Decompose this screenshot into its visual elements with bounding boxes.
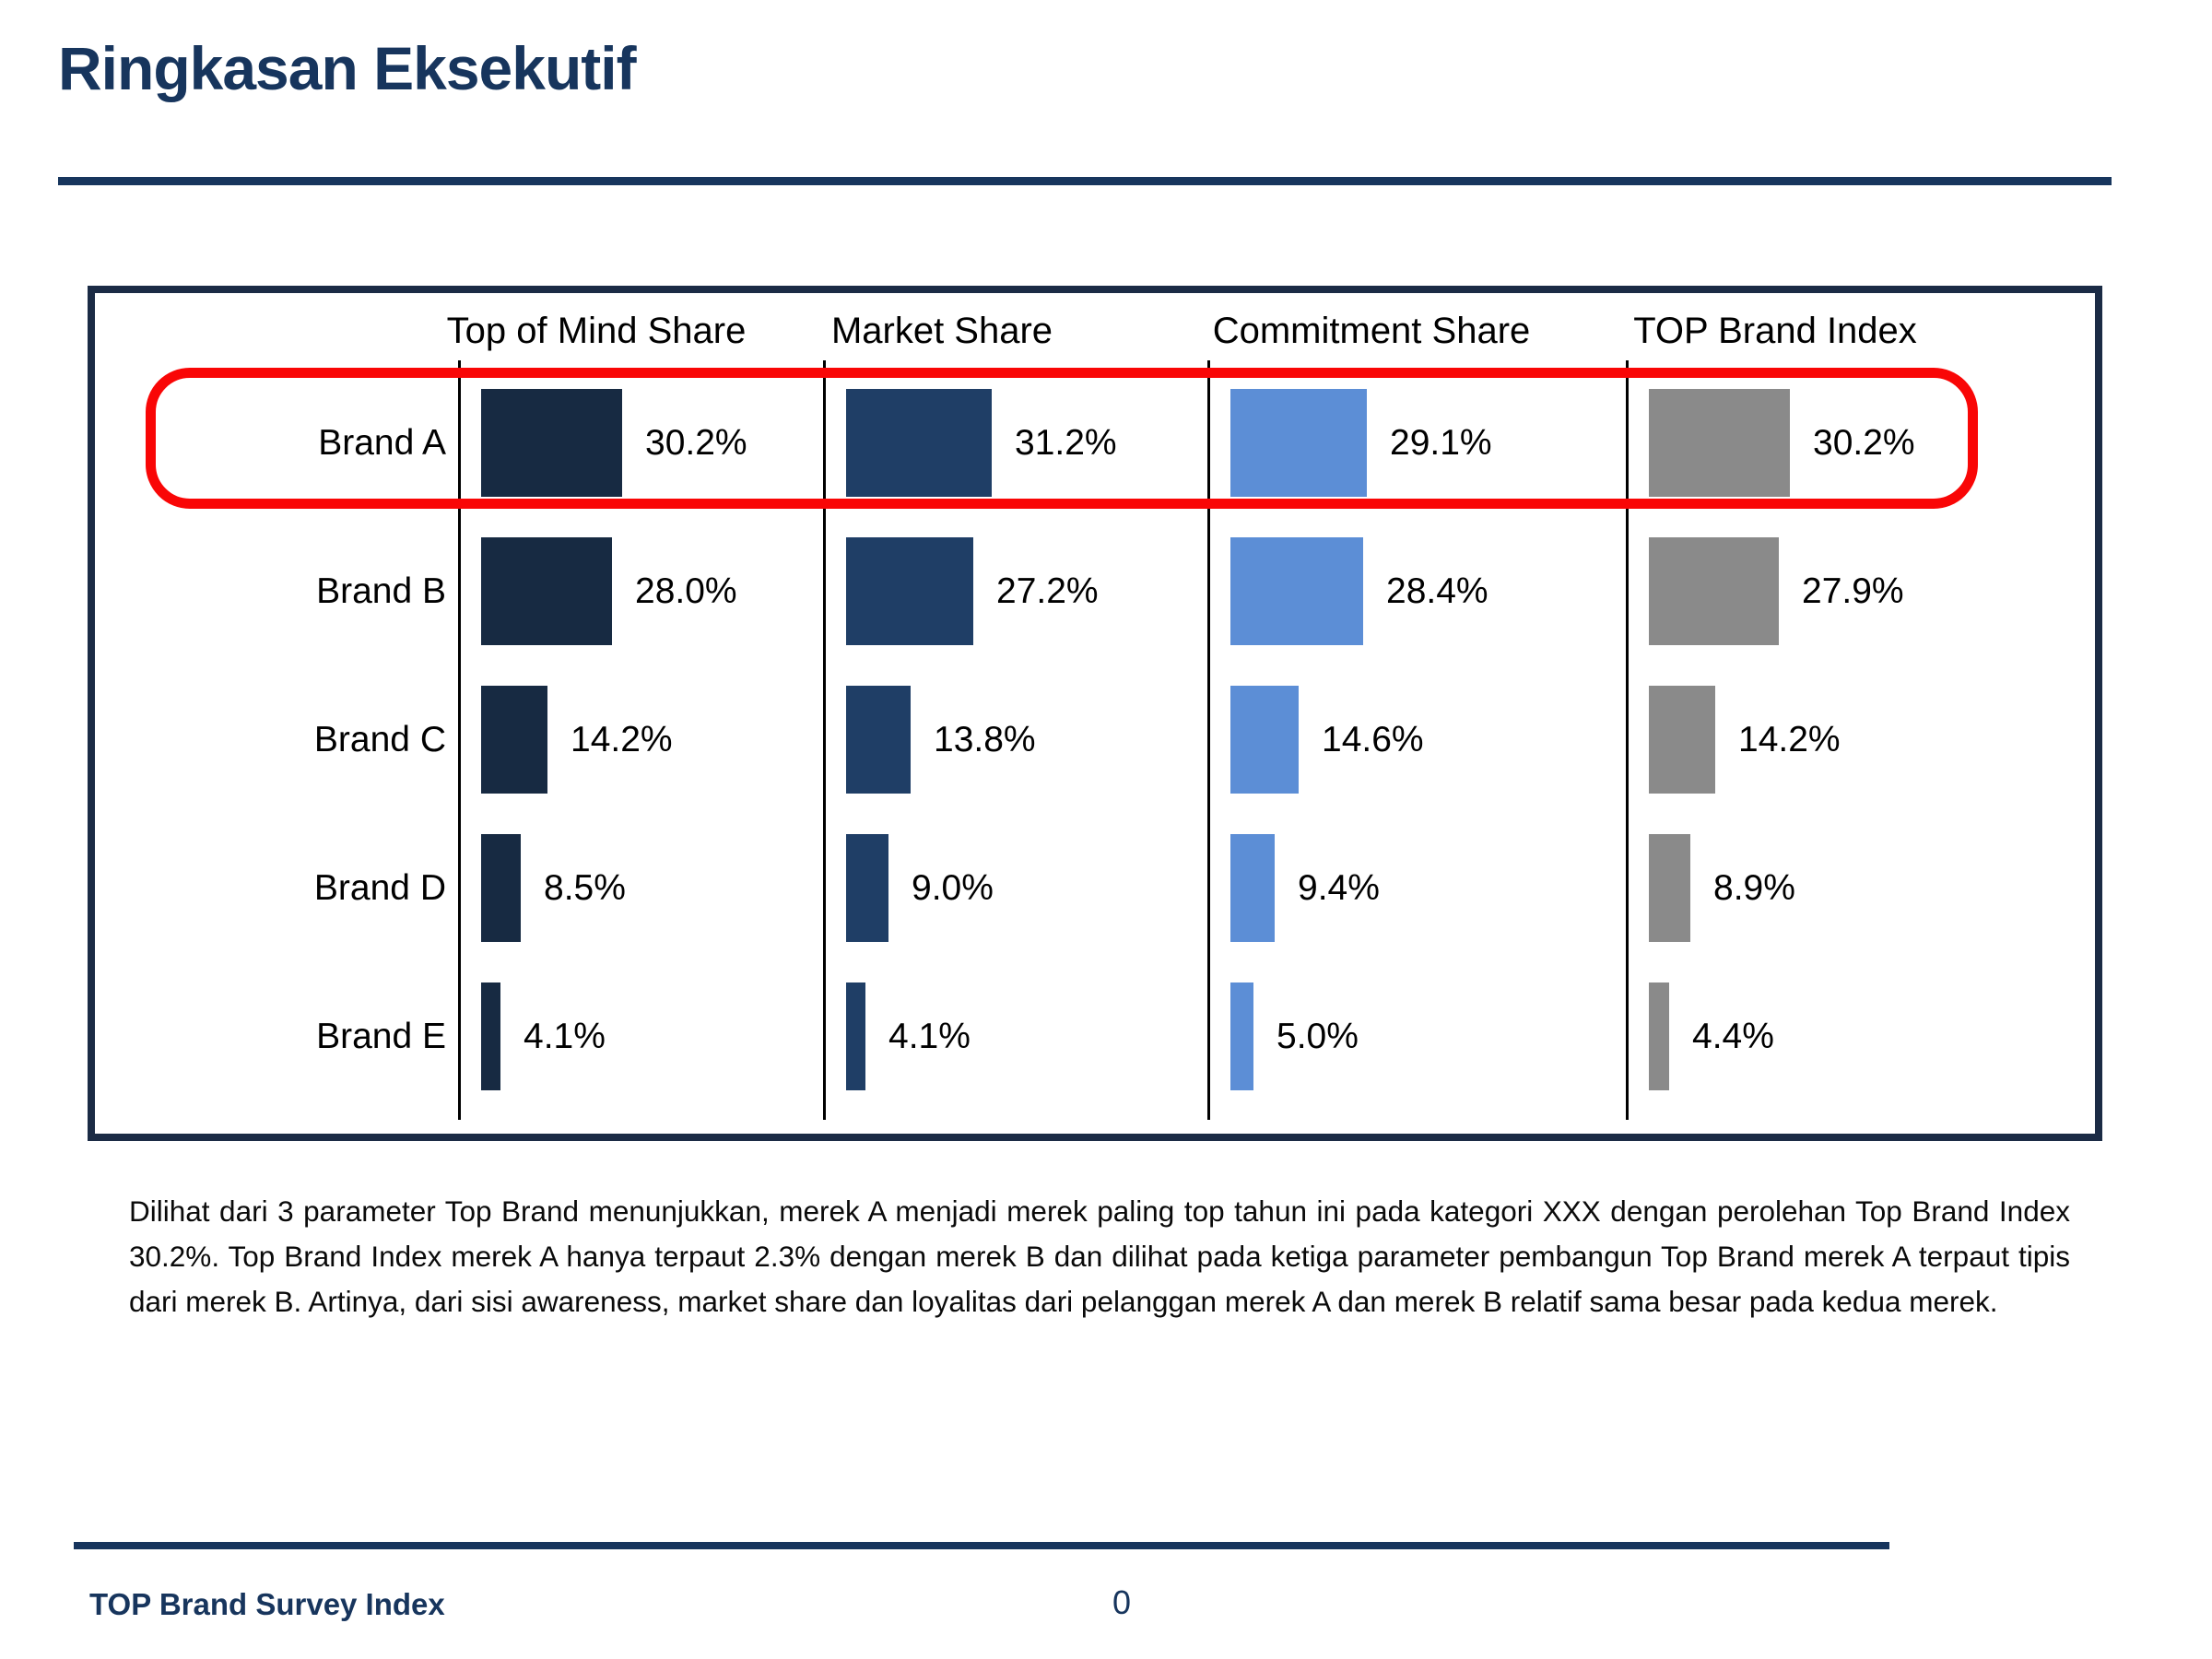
bar-brand-d-col3: [1230, 834, 1275, 942]
bar-brand-b-col1: [481, 537, 612, 645]
bar-brand-c-col3: [1230, 686, 1299, 794]
bar-brand-d-col2: [846, 834, 888, 942]
value-label: 9.4%: [1298, 868, 1380, 908]
value-label: 13.8%: [934, 720, 1036, 759]
bar-brand-b-col3: [1230, 537, 1363, 645]
axis-line-3: [1207, 360, 1210, 1120]
brand-label-brand-c: Brand C: [313, 720, 446, 759]
bar-brand-d-col1: [481, 834, 521, 942]
value-label: 8.5%: [544, 868, 626, 908]
value-label: 8.9%: [1713, 868, 1795, 908]
brand-a-highlight-outline: [146, 368, 1978, 509]
axis-line-2: [823, 360, 826, 1120]
value-label: 28.4%: [1386, 571, 1488, 611]
brand-share-chart-panel: Top of Mind Share 30.2% 28.0% 14.2% 8.5% 4.1%…: [88, 286, 2102, 1141]
bar-brand-e-col1: [481, 982, 500, 1090]
value-label: 27.9%: [1802, 571, 1904, 611]
page-number: 0: [1112, 1583, 1132, 1621]
value-label: 28.0%: [635, 571, 737, 611]
bar-brand-c-col2: [846, 686, 911, 794]
page-title: Ringkasan Eksekutif: [58, 34, 637, 102]
axis-line-1: [458, 360, 461, 1120]
bar-brand-c-col1: [481, 686, 547, 794]
value-label: 31.2%: [1015, 423, 1117, 463]
bar-brand-b-col4: [1649, 537, 1779, 645]
value-label: 14.2%: [1738, 720, 1841, 759]
bar-brand-b-col2: [846, 537, 973, 645]
value-label: 27.2%: [996, 571, 1099, 611]
value-label: 9.0%: [912, 868, 994, 908]
bar-brand-c-col4: [1649, 686, 1715, 794]
column-header-4: TOP Brand Index: [1633, 311, 1917, 351]
brand-label-brand-b: Brand B: [316, 571, 446, 611]
value-label: 14.2%: [571, 720, 673, 759]
value-label: 14.6%: [1322, 720, 1424, 759]
footer-title: TOP Brand Survey Index: [89, 1587, 445, 1621]
bar-brand-d-col4: [1649, 834, 1690, 942]
value-label: 4.1%: [888, 1017, 971, 1056]
bar-brand-a-col3: [1230, 389, 1367, 497]
bar-brand-a-col1: [481, 389, 622, 497]
brand-label-brand-e: Brand E: [316, 1017, 446, 1056]
brand-label-brand-a: Brand A: [318, 423, 446, 463]
bar-brand-e-col4: [1649, 982, 1669, 1090]
bar-brand-e-col3: [1230, 982, 1253, 1090]
value-label: 30.2%: [645, 423, 747, 463]
bar-brand-a-col2: [846, 389, 992, 497]
column-header-2: Market Share: [830, 311, 1053, 351]
value-label: 30.2%: [1813, 423, 1915, 463]
axis-line-4: [1626, 360, 1629, 1120]
value-label: 5.0%: [1277, 1017, 1359, 1056]
bar-brand-e-col2: [846, 982, 865, 1090]
commentary-paragraph: Dilihat dari 3 parameter Top Brand menun…: [129, 1194, 2070, 1318]
column-header-1: Top of Mind Share: [446, 311, 747, 351]
title-underline: [58, 177, 2112, 185]
value-label: 4.4%: [1692, 1017, 1774, 1056]
value-label: 29.1%: [1390, 423, 1492, 463]
brand-label-brand-d: Brand D: [313, 868, 446, 908]
value-label: 4.1%: [524, 1017, 606, 1056]
bar-brand-a-col4: [1649, 389, 1790, 497]
column-header-3: Commitment Share: [1212, 311, 1531, 351]
footer-divider: [74, 1542, 1889, 1549]
